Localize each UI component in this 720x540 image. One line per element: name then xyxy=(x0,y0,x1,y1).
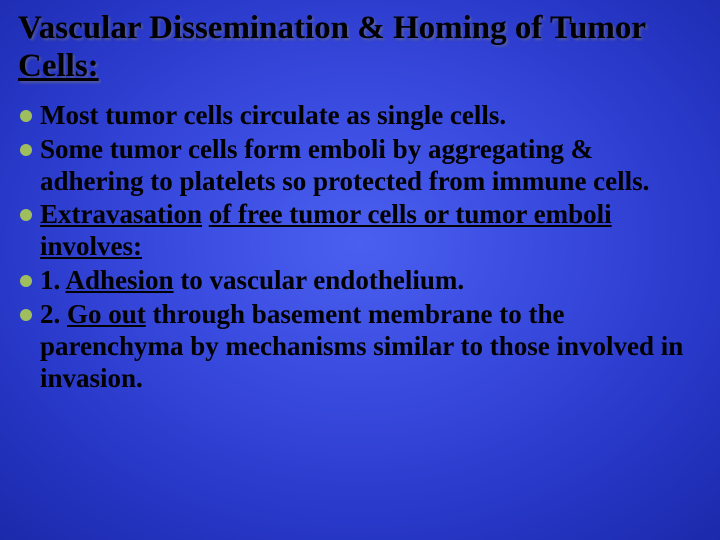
list-item: Extravasation of free tumor cells or tum… xyxy=(18,199,702,263)
list-item: Most tumor cells circulate as single cel… xyxy=(18,100,702,132)
slide-title: Vascular Dissemination & Homing of Tumor… xyxy=(18,10,702,86)
text-plain: Most tumor cells circulate as single cel… xyxy=(40,100,506,130)
bullet-icon xyxy=(20,144,32,156)
list-item: 2. Go out through basement membrane to t… xyxy=(18,299,702,395)
item-text: Most tumor cells circulate as single cel… xyxy=(40,100,702,132)
item-text: 1. Adhesion to vascular endothelium. xyxy=(40,265,702,297)
text-plain: 1. xyxy=(40,265,66,295)
bullet-icon xyxy=(20,275,32,287)
item-text: Extravasation of free tumor cells or tum… xyxy=(40,199,702,263)
text-underlined: Adhesion xyxy=(66,265,174,295)
title-text-prefix: Vascular Dissemination & Homing of Tumor xyxy=(18,10,645,46)
text-plain: Some tumor cells form emboli by aggregat… xyxy=(40,134,649,196)
bullet-icon xyxy=(20,309,32,321)
item-text: 2. Go out through basement membrane to t… xyxy=(40,299,702,395)
list-item: 1. Adhesion to vascular endothelium. xyxy=(18,265,702,297)
bullet-icon xyxy=(20,209,32,221)
text-plain: to vascular endothelium. xyxy=(174,265,465,295)
text-plain: 2. xyxy=(40,299,67,329)
text-underlined: Extravasation xyxy=(40,199,202,229)
title-text-underlined: Cells: xyxy=(18,48,99,84)
text-plain xyxy=(202,199,209,229)
text-underlined: Go out xyxy=(67,299,146,329)
slide-body: Most tumor cells circulate as single cel… xyxy=(18,100,702,395)
list-item: Some tumor cells form emboli by aggregat… xyxy=(18,134,702,198)
bullet-icon xyxy=(20,110,32,122)
item-text: Some tumor cells form emboli by aggregat… xyxy=(40,134,702,198)
